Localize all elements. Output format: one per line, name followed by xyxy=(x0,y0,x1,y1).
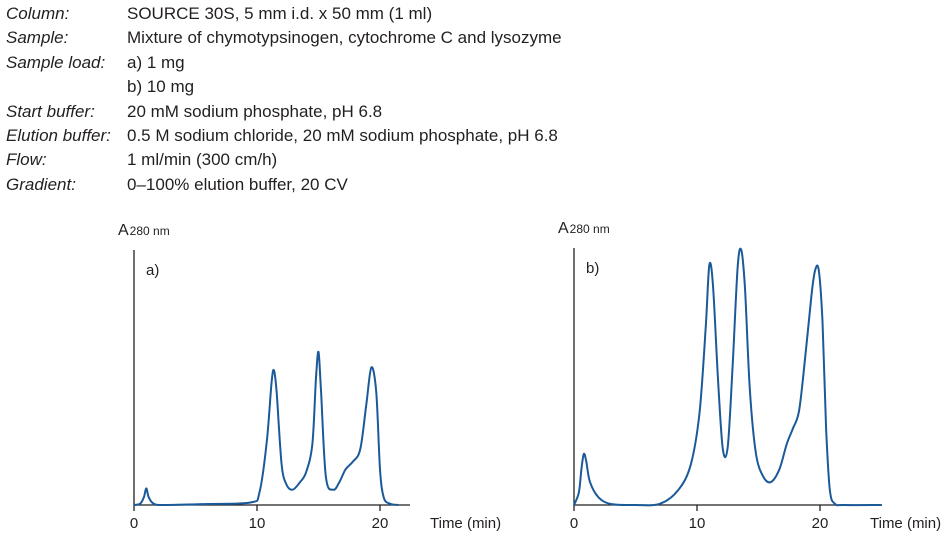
x-axis-label: Time (min) xyxy=(870,515,941,532)
condition-row: Flow: 1 ml/min (300 cm/h) xyxy=(6,148,562,172)
condition-label: Gradient: xyxy=(6,174,76,194)
y-axis-label-main: A xyxy=(558,220,569,237)
condition-row: Gradient: 0–100% elution buffer, 20 CV xyxy=(6,173,562,197)
condition-label: Column: xyxy=(6,4,70,23)
chromatography-conditions: Column: SOURCE 30S, 5 mm i.d. x 50 mm (1 … xyxy=(6,2,562,197)
x-tick-label: 10 xyxy=(689,515,706,532)
y-axis-label: A280 nm xyxy=(558,220,610,237)
condition-value: 0–100% elution buffer, 20 CV xyxy=(127,174,348,194)
condition-row: Sample: Mixture of chymotypsinogen, cytoc… xyxy=(6,26,562,50)
chromatogram-trace xyxy=(573,247,882,507)
y-axis-label-subscript: 280 nm xyxy=(570,222,610,236)
x-axis-label: Time (min) xyxy=(430,515,501,532)
condition-row: Sample load: a) 1 mg b) 10 mg xyxy=(6,51,562,100)
x-tick-label: 20 xyxy=(812,515,829,532)
condition-label: Flow: xyxy=(6,150,47,170)
condition-row: Start buffer: 20 mM sodium phosphate, pH … xyxy=(6,100,562,124)
y-axis-label: A280 nm xyxy=(118,222,170,239)
condition-value: a) 1 mg b) 10 mg xyxy=(127,52,195,97)
x-tick-label: 10 xyxy=(249,515,266,532)
condition-label: Elution buffer: xyxy=(6,126,111,146)
panel-label: b) xyxy=(586,260,599,277)
y-axis-label-main: A xyxy=(118,222,129,239)
condition-value: 20 mM sodium phosphate, pH 6.8 xyxy=(127,101,383,121)
condition-value: Mixture of chymotypsinogen, cytochrome C… xyxy=(127,28,562,48)
panel-label: a) xyxy=(146,262,159,279)
condition-value: 1 ml/min (300 cm/h) xyxy=(127,150,278,170)
condition-label: Sample load: xyxy=(6,52,106,72)
x-tick-label: 0 xyxy=(130,515,138,532)
condition-label: Start buffer: xyxy=(6,101,95,121)
y-axis-label-subscript: 280 nm xyxy=(130,224,170,238)
chromatogram-trace xyxy=(133,350,399,506)
condition-label: Sample: xyxy=(6,28,69,48)
condition-row: Elution buffer: 0.5 M sodium chloride, 20… xyxy=(6,124,562,148)
x-tick-label: 20 xyxy=(372,515,389,532)
condition-value: 0.5 M sodium chloride, 20 mM sodium phos… xyxy=(127,126,558,146)
condition-value: SOURCE 30S, 5 mm i.d. x 50 mm (1 ml) xyxy=(127,4,433,23)
condition-row: Column: SOURCE 30S, 5 mm i.d. x 50 mm (1 … xyxy=(6,2,562,26)
x-tick-label: 0 xyxy=(570,515,578,532)
